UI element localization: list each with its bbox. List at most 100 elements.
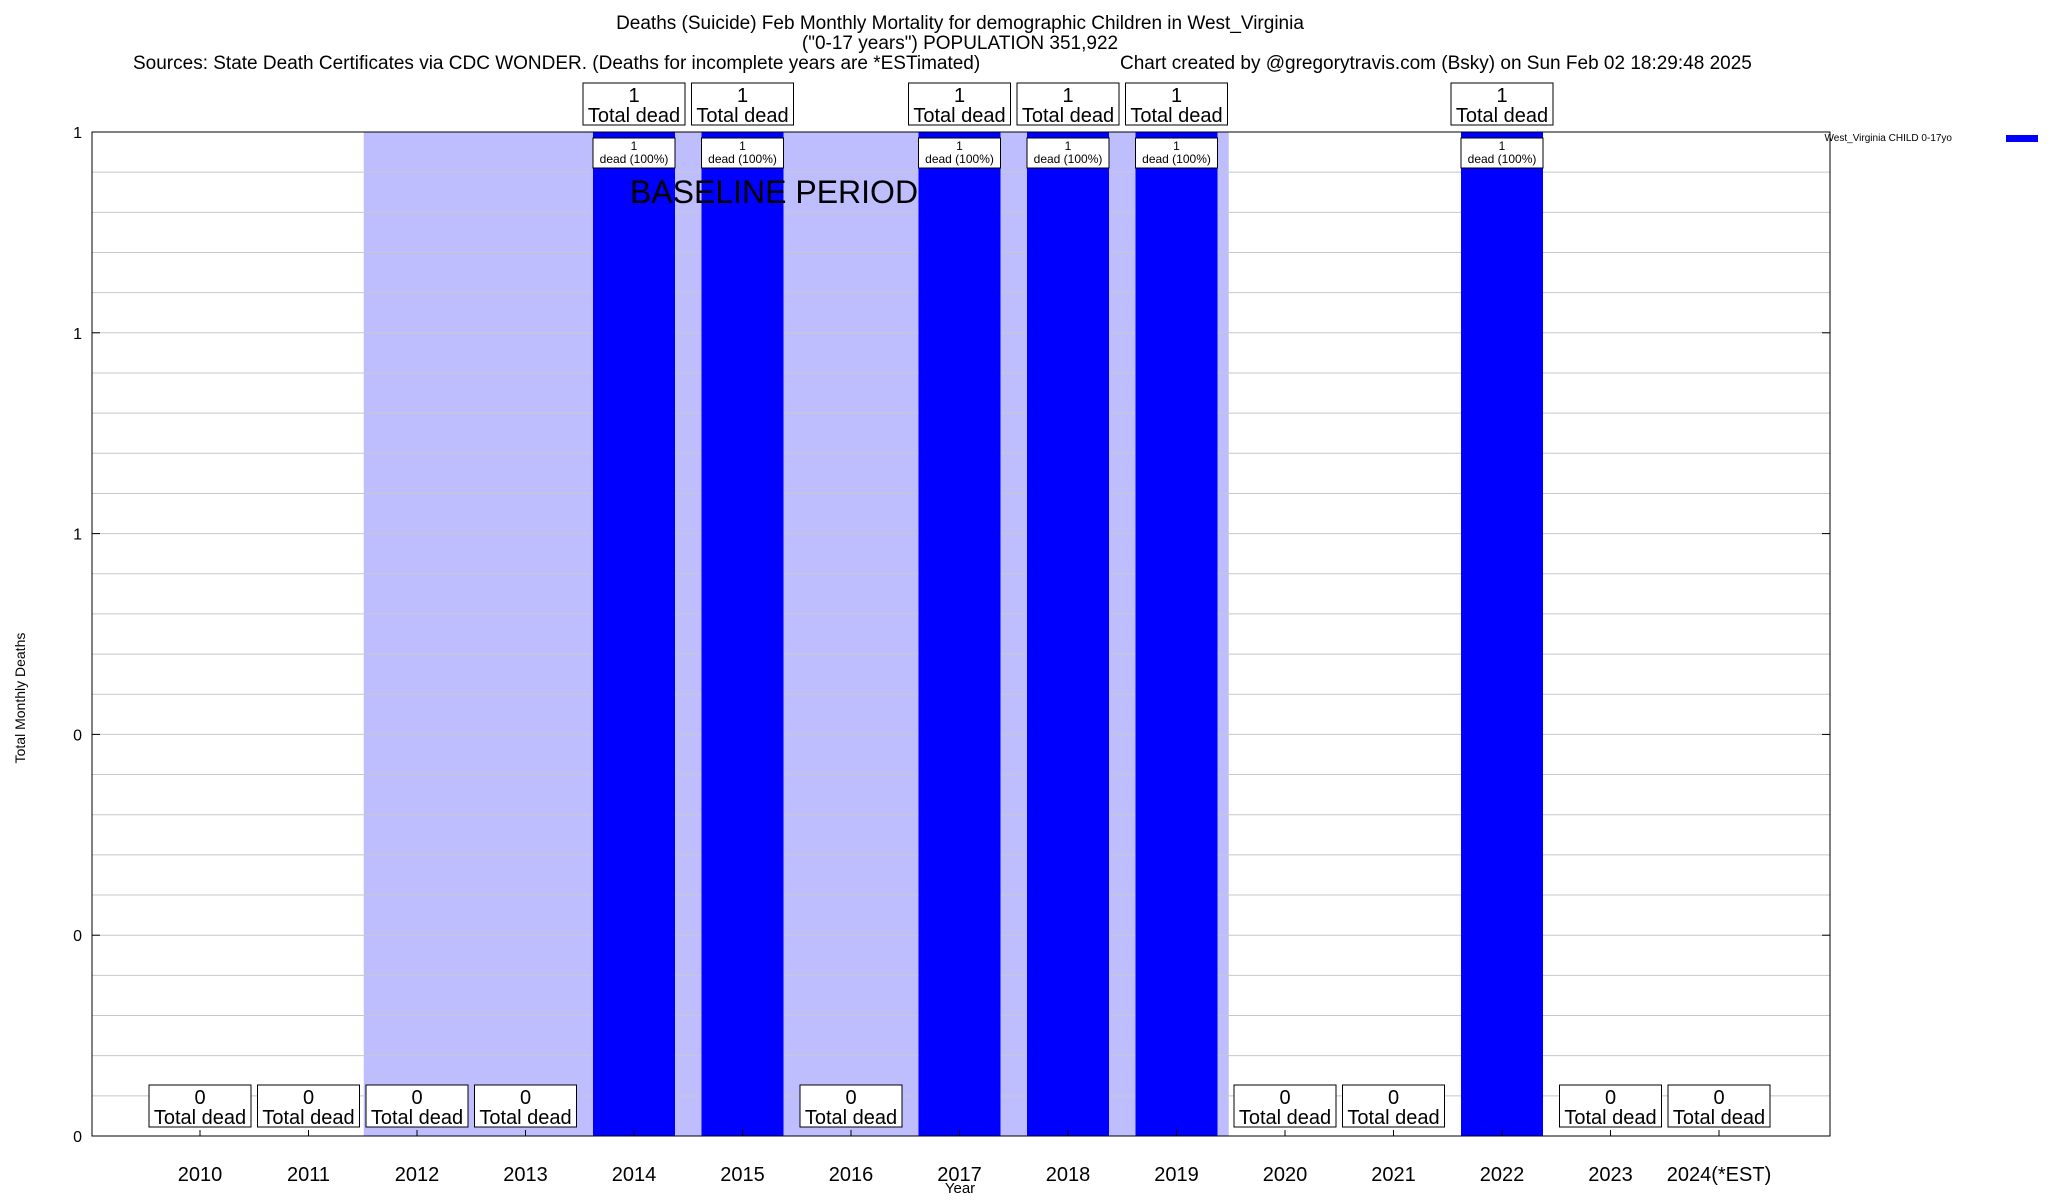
- bar-label-text: dead (100%): [708, 152, 777, 166]
- total-label-count: 0: [520, 1087, 531, 1109]
- x-tick-label: 2019: [1154, 1164, 1199, 1186]
- total-label-count: 1: [1496, 85, 1507, 107]
- bar-label-box: [1135, 137, 1218, 169]
- bar-label-text: dead (100%): [600, 152, 669, 166]
- total-label-count: 1: [628, 85, 639, 107]
- total-label-text: Total dead: [1022, 105, 1114, 127]
- total-label-text: Total dead: [1456, 105, 1548, 127]
- x-axis-title: Year: [944, 1180, 976, 1197]
- total-label-box: [1233, 1084, 1337, 1128]
- total-label-box: [908, 82, 1011, 126]
- bar-label-box: [592, 137, 676, 169]
- total-label-count: 0: [194, 1087, 205, 1109]
- total-label-text: Total dead: [1673, 1107, 1765, 1129]
- bar-label-box: [1026, 137, 1110, 169]
- bar-2018: [1027, 132, 1109, 1136]
- total-label-text: Total dead: [479, 1107, 571, 1129]
- total-label-text: Total dead: [913, 105, 1005, 127]
- y-tick-label: 1: [73, 527, 82, 544]
- x-tick-label: 2013: [503, 1164, 548, 1186]
- total-label-box: [1342, 1084, 1445, 1128]
- y-tick-label: 1: [73, 326, 82, 343]
- total-label-box: [148, 1084, 252, 1128]
- bar-label-box: [918, 137, 1001, 169]
- x-tick-label: 2024(*EST): [1667, 1164, 1772, 1186]
- total-label-box: [582, 82, 686, 126]
- total-label-text: Total dead: [1239, 1107, 1331, 1129]
- legend-label: West_Virginia CHILD 0-17yo: [1825, 133, 1953, 144]
- bar-label-count: 1: [1499, 139, 1506, 153]
- total-label-text: Total dead: [805, 1107, 897, 1129]
- total-label-text: Total dead: [588, 105, 680, 127]
- bar-2015: [701, 132, 784, 1136]
- total-label-count: 0: [1605, 1087, 1616, 1109]
- total-label-text: Total dead: [154, 1107, 246, 1129]
- bar-label-count: 1: [1065, 139, 1072, 153]
- x-tick-label: 2010: [178, 1164, 223, 1186]
- legend-swatch: [2006, 135, 2038, 142]
- bar-label-text: dead (100%): [1468, 152, 1537, 166]
- total-label-box: [691, 82, 794, 126]
- total-label-count: 1: [1171, 85, 1182, 107]
- y-tick-label: 0: [73, 1129, 82, 1146]
- x-tick-label: 2011: [287, 1164, 330, 1186]
- bar-label-count: 1: [1173, 139, 1180, 153]
- x-tick-label: 2021: [1371, 1164, 1416, 1186]
- bar-label-text: dead (100%): [1142, 152, 1211, 166]
- chart-title: Deaths (Suicide) Feb Monthly Mortality f…: [616, 13, 1304, 34]
- bar-label-box: [701, 137, 784, 169]
- x-tick-label: 2018: [1046, 1164, 1091, 1186]
- bar-label-count: 1: [956, 139, 963, 153]
- total-label-text: Total dead: [371, 1107, 463, 1129]
- x-tick-label: 2014: [612, 1164, 657, 1186]
- baseline-label: BASELINE PERIOD: [630, 174, 918, 210]
- bar-label-count: 1: [631, 139, 638, 153]
- total-label-box: [1016, 82, 1120, 126]
- total-label-count: 0: [1713, 1087, 1724, 1109]
- total-label-box: [1559, 1084, 1662, 1128]
- bar-2022: [1461, 132, 1543, 1136]
- total-label-text: Total dead: [1130, 105, 1222, 127]
- total-label-box: [1450, 82, 1554, 126]
- total-label-text: Total dead: [262, 1107, 354, 1129]
- chart-subtitle: ("0-17 years") POPULATION 351,922: [801, 33, 1119, 54]
- total-label-box: [1667, 1084, 1771, 1128]
- x-tick-label: 2020: [1263, 1164, 1308, 1186]
- y-tick-label: 0: [73, 727, 82, 744]
- x-tick-label: 2022: [1480, 1164, 1525, 1186]
- plot-frame: [91, 131, 1831, 1137]
- total-label-count: 1: [737, 85, 748, 107]
- x-tick-label: 2016: [829, 1164, 874, 1186]
- bar-2017: [918, 132, 1001, 1136]
- y-tick-label: 0: [73, 928, 82, 945]
- total-label-text: Total dead: [1564, 1107, 1656, 1129]
- chart-credit: Chart created by @gregorytravis.com (Bsk…: [1120, 53, 1752, 74]
- bar-label-text: dead (100%): [1034, 152, 1103, 166]
- bar-2019: [1135, 132, 1218, 1136]
- total-label-count: 1: [1062, 85, 1073, 107]
- total-label-text: Total dead: [696, 105, 788, 127]
- x-tick-label: 2023: [1588, 1164, 1633, 1186]
- x-tick-label: 2017: [937, 1164, 982, 1186]
- x-tick-label: 2015: [720, 1164, 765, 1186]
- total-label-count: 1: [954, 85, 965, 107]
- total-label-box: [365, 1084, 469, 1128]
- x-tick-label: 2012: [395, 1164, 440, 1186]
- total-label-box: [257, 1084, 360, 1128]
- total-label-count: 0: [1279, 1087, 1290, 1109]
- total-label-box: [474, 1084, 577, 1128]
- y-tick-label: 1: [73, 125, 82, 142]
- bar-label-text: dead (100%): [925, 152, 994, 166]
- y-axis-title: Total Monthly Deaths: [12, 632, 28, 764]
- total-label-count: 0: [411, 1087, 422, 1109]
- bar-label-count: 1: [739, 139, 746, 153]
- bar-2014: [593, 132, 675, 1136]
- total-label-box: [1125, 82, 1228, 126]
- total-label-count: 0: [845, 1087, 856, 1109]
- total-label-count: 0: [303, 1087, 314, 1109]
- total-label-box: [799, 1084, 903, 1128]
- bar-label-box: [1460, 137, 1544, 169]
- chart-sources: Sources: State Death Certificates via CD…: [133, 53, 981, 74]
- total-label-text: Total dead: [1347, 1107, 1439, 1129]
